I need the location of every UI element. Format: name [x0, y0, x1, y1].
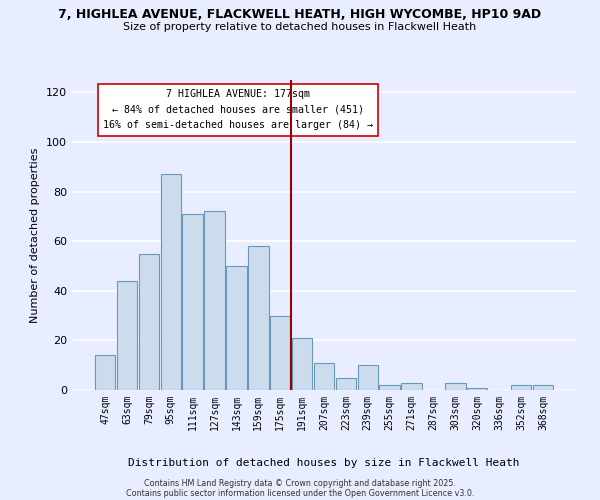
Bar: [95, 356, 115, 390]
Bar: [511, 385, 531, 390]
Bar: [379, 385, 400, 390]
Bar: [139, 254, 159, 390]
Text: 7 HIGHLEA AVENUE: 177sqm
← 84% of detached houses are smaller (451)
16% of semi-: 7 HIGHLEA AVENUE: 177sqm ← 84% of detach…: [103, 90, 373, 130]
Bar: [533, 385, 553, 390]
Bar: [336, 378, 356, 390]
Bar: [467, 388, 487, 390]
Bar: [314, 362, 334, 390]
Text: Contains public sector information licensed under the Open Government Licence v3: Contains public sector information licen…: [126, 488, 474, 498]
Bar: [248, 246, 269, 390]
Bar: [161, 174, 181, 390]
Bar: [226, 266, 247, 390]
Bar: [117, 281, 137, 390]
Text: Contains HM Land Registry data © Crown copyright and database right 2025.: Contains HM Land Registry data © Crown c…: [144, 478, 456, 488]
Bar: [292, 338, 312, 390]
Bar: [182, 214, 203, 390]
Text: Size of property relative to detached houses in Flackwell Heath: Size of property relative to detached ho…: [124, 22, 476, 32]
Text: Distribution of detached houses by size in Flackwell Heath: Distribution of detached houses by size …: [128, 458, 520, 468]
Bar: [401, 382, 422, 390]
Bar: [358, 365, 378, 390]
Bar: [205, 212, 225, 390]
Bar: [270, 316, 290, 390]
Y-axis label: Number of detached properties: Number of detached properties: [31, 148, 40, 322]
Bar: [445, 382, 466, 390]
Text: 7, HIGHLEA AVENUE, FLACKWELL HEATH, HIGH WYCOMBE, HP10 9AD: 7, HIGHLEA AVENUE, FLACKWELL HEATH, HIGH…: [58, 8, 542, 20]
